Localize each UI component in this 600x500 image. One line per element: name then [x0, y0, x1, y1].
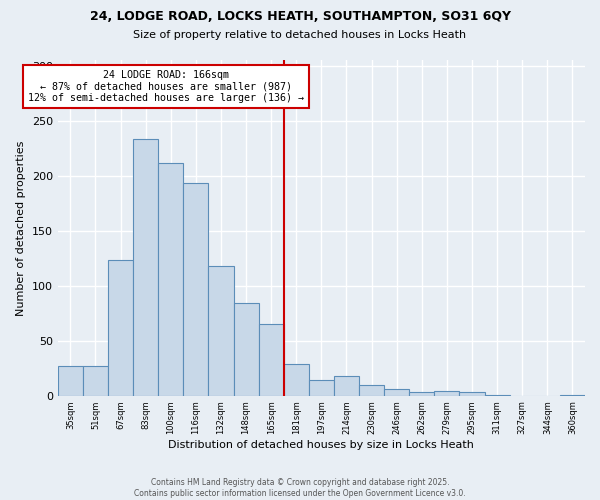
Bar: [108, 260, 133, 396]
Bar: [485, 394, 509, 396]
Bar: [284, 364, 309, 396]
Bar: [460, 392, 485, 396]
Text: Contains HM Land Registry data © Crown copyright and database right 2025.
Contai: Contains HM Land Registry data © Crown c…: [134, 478, 466, 498]
Bar: [133, 139, 158, 396]
Bar: [184, 184, 208, 396]
Bar: [384, 389, 409, 396]
Bar: [434, 392, 460, 396]
Bar: [233, 304, 259, 396]
Bar: [309, 380, 334, 396]
Bar: [83, 366, 108, 396]
Bar: [208, 266, 233, 396]
Bar: [560, 394, 585, 396]
Text: Size of property relative to detached houses in Locks Heath: Size of property relative to detached ho…: [133, 30, 467, 40]
Bar: [58, 366, 83, 396]
Bar: [359, 384, 384, 396]
Bar: [334, 376, 359, 396]
Text: 24 LODGE ROAD: 166sqm
← 87% of detached houses are smaller (987)
12% of semi-det: 24 LODGE ROAD: 166sqm ← 87% of detached …: [28, 70, 304, 103]
Bar: [409, 392, 434, 396]
Bar: [259, 324, 284, 396]
Y-axis label: Number of detached properties: Number of detached properties: [16, 140, 26, 316]
X-axis label: Distribution of detached houses by size in Locks Heath: Distribution of detached houses by size …: [169, 440, 475, 450]
Bar: [158, 164, 184, 396]
Text: 24, LODGE ROAD, LOCKS HEATH, SOUTHAMPTON, SO31 6QY: 24, LODGE ROAD, LOCKS HEATH, SOUTHAMPTON…: [89, 10, 511, 23]
